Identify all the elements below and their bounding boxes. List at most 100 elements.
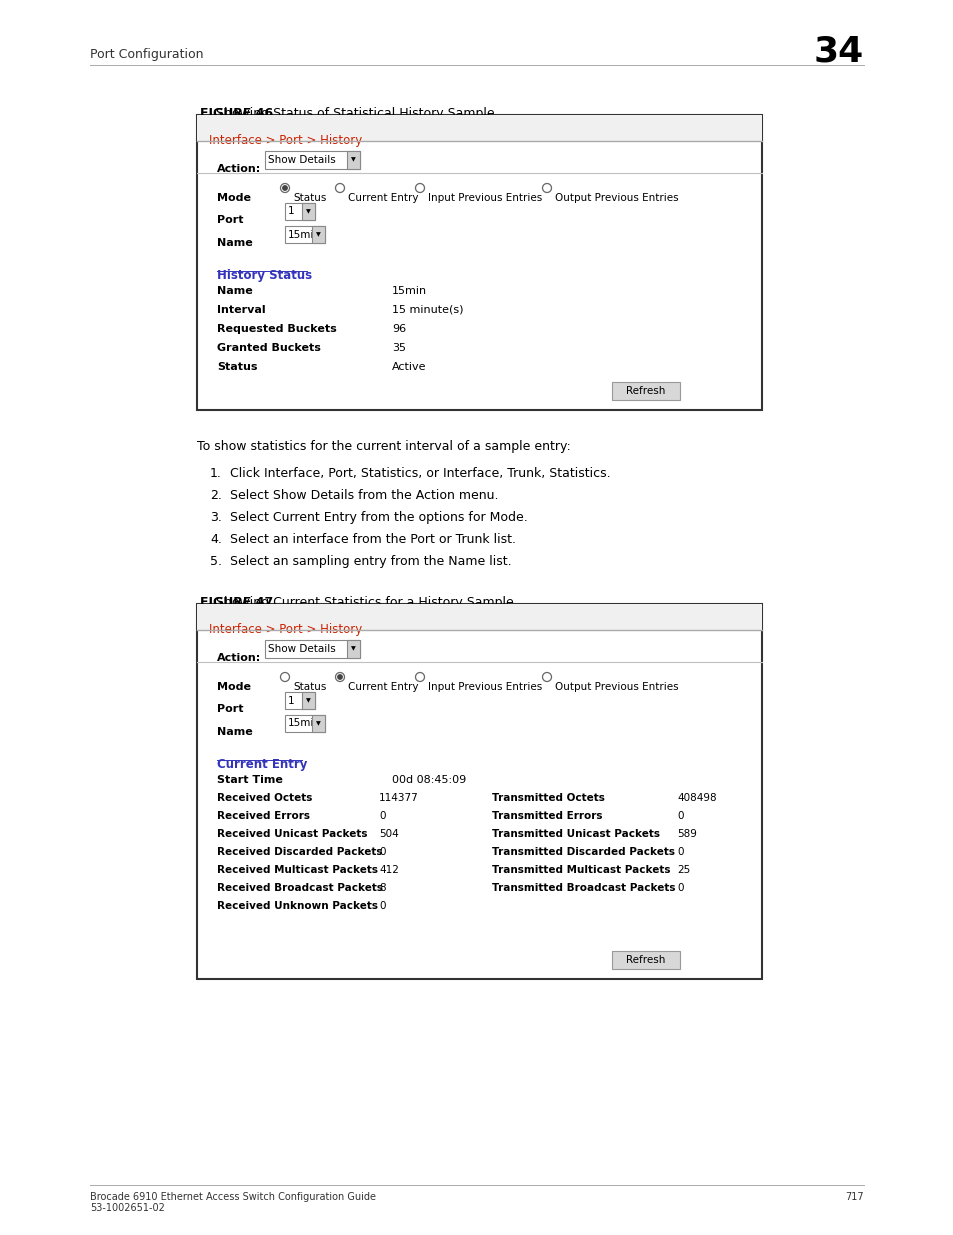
Text: 4.: 4. (210, 534, 222, 546)
Text: 0: 0 (378, 902, 385, 911)
Text: Mode: Mode (216, 193, 251, 203)
Text: Start Time: Start Time (216, 776, 283, 785)
Text: Received Unknown Packets: Received Unknown Packets (216, 902, 377, 911)
Text: Transmitted Discarded Packets: Transmitted Discarded Packets (492, 847, 675, 857)
Text: Status: Status (293, 193, 326, 203)
Text: 15min: 15min (288, 719, 320, 729)
Text: 0: 0 (677, 883, 682, 893)
Text: 114377: 114377 (378, 793, 418, 803)
Text: 0: 0 (378, 811, 385, 821)
Text: 15min: 15min (288, 230, 320, 240)
Text: 34: 34 (813, 35, 863, 69)
FancyBboxPatch shape (285, 203, 314, 220)
Text: Select an interface from the Port or Trunk list.: Select an interface from the Port or Tru… (230, 534, 516, 546)
Text: 25: 25 (677, 864, 690, 876)
Text: Received Multicast Packets: Received Multicast Packets (216, 864, 377, 876)
FancyBboxPatch shape (312, 226, 325, 243)
Text: 53-1002651-02: 53-1002651-02 (90, 1203, 165, 1213)
Text: Port Configuration: Port Configuration (90, 48, 203, 61)
FancyBboxPatch shape (196, 115, 761, 141)
Text: 1: 1 (288, 695, 294, 705)
Circle shape (282, 185, 287, 190)
Text: Current Entry: Current Entry (216, 758, 307, 771)
Text: Current Entry: Current Entry (348, 193, 418, 203)
Text: Transmitted Broadcast Packets: Transmitted Broadcast Packets (492, 883, 675, 893)
Text: Interface > Port > History: Interface > Port > History (209, 135, 362, 147)
FancyBboxPatch shape (302, 203, 314, 220)
Text: Showing Status of Statistical History Sample: Showing Status of Statistical History Sa… (200, 107, 494, 120)
Text: Input Previous Entries: Input Previous Entries (428, 193, 541, 203)
Text: Showing Current Statistics for a History Sample: Showing Current Statistics for a History… (200, 597, 514, 609)
Text: Received Broadcast Packets: Received Broadcast Packets (216, 883, 382, 893)
Text: Transmitted Unicast Packets: Transmitted Unicast Packets (492, 829, 659, 839)
Text: Transmitted Multicast Packets: Transmitted Multicast Packets (492, 864, 670, 876)
Text: 15min: 15min (392, 287, 427, 296)
FancyBboxPatch shape (347, 151, 359, 169)
Text: 1.: 1. (210, 467, 222, 480)
Text: Requested Buckets: Requested Buckets (216, 324, 336, 333)
Text: 96: 96 (392, 324, 406, 333)
Text: Mode: Mode (216, 682, 251, 692)
Text: 35: 35 (392, 343, 406, 353)
Circle shape (337, 674, 342, 679)
Text: ▼: ▼ (315, 721, 320, 726)
FancyBboxPatch shape (347, 640, 359, 658)
Text: FIGURE 46: FIGURE 46 (200, 107, 273, 120)
Text: Select an sampling entry from the Name list.: Select an sampling entry from the Name l… (230, 555, 511, 568)
Text: 0: 0 (677, 811, 682, 821)
Text: 589: 589 (677, 829, 696, 839)
Text: History Status: History Status (216, 269, 312, 282)
Text: Click Interface, Port, Statistics, or Interface, Trunk, Statistics.: Click Interface, Port, Statistics, or In… (230, 467, 610, 480)
Text: 5.: 5. (210, 555, 222, 568)
Text: 8: 8 (378, 883, 385, 893)
Text: Output Previous Entries: Output Previous Entries (555, 193, 678, 203)
FancyBboxPatch shape (285, 226, 325, 243)
Text: Status: Status (216, 362, 257, 372)
FancyBboxPatch shape (612, 382, 679, 400)
Text: Select Show Details from the Action menu.: Select Show Details from the Action menu… (230, 489, 498, 501)
Text: Granted Buckets: Granted Buckets (216, 343, 320, 353)
FancyBboxPatch shape (196, 604, 761, 979)
FancyBboxPatch shape (285, 715, 325, 732)
FancyBboxPatch shape (265, 640, 359, 658)
Text: ▼: ▼ (351, 646, 355, 652)
FancyBboxPatch shape (302, 692, 314, 709)
Text: 0: 0 (378, 847, 385, 857)
FancyBboxPatch shape (265, 151, 359, 169)
Text: Input Previous Entries: Input Previous Entries (428, 682, 541, 692)
Text: 0: 0 (677, 847, 682, 857)
Text: 717: 717 (844, 1192, 863, 1202)
Text: Port: Port (216, 215, 243, 225)
Text: Status: Status (293, 682, 326, 692)
Text: Select Current Entry from the options for Mode.: Select Current Entry from the options fo… (230, 511, 527, 524)
FancyBboxPatch shape (196, 604, 761, 630)
Text: ▼: ▼ (351, 158, 355, 163)
Text: Received Errors: Received Errors (216, 811, 310, 821)
Text: ▼: ▼ (306, 698, 311, 703)
Text: 1: 1 (288, 206, 294, 216)
Text: Interval: Interval (216, 305, 265, 315)
Text: 412: 412 (378, 864, 398, 876)
Text: 15 minute(s): 15 minute(s) (392, 305, 463, 315)
Text: ▼: ▼ (306, 209, 311, 214)
Text: 00d 08:45:09: 00d 08:45:09 (392, 776, 466, 785)
Text: Action:: Action: (216, 653, 261, 663)
Text: Refresh: Refresh (626, 387, 665, 396)
Text: Name: Name (216, 287, 253, 296)
FancyBboxPatch shape (285, 692, 314, 709)
Text: Transmitted Octets: Transmitted Octets (492, 793, 604, 803)
FancyBboxPatch shape (612, 951, 679, 969)
Text: Brocade 6910 Ethernet Access Switch Configuration Guide: Brocade 6910 Ethernet Access Switch Conf… (90, 1192, 375, 1202)
Text: FIGURE 47: FIGURE 47 (200, 597, 273, 609)
Text: Interface > Port > History: Interface > Port > History (209, 622, 362, 636)
Text: Received Unicast Packets: Received Unicast Packets (216, 829, 367, 839)
Text: Action:: Action: (216, 164, 261, 174)
Text: Current Entry: Current Entry (348, 682, 418, 692)
Text: Received Octets: Received Octets (216, 793, 312, 803)
FancyBboxPatch shape (196, 115, 761, 410)
Text: Show Details: Show Details (268, 643, 335, 655)
Text: To show statistics for the current interval of a sample entry:: To show statistics for the current inter… (196, 440, 570, 453)
Text: ▼: ▼ (315, 232, 320, 237)
Text: 3.: 3. (210, 511, 222, 524)
Text: Show Details: Show Details (268, 156, 335, 165)
